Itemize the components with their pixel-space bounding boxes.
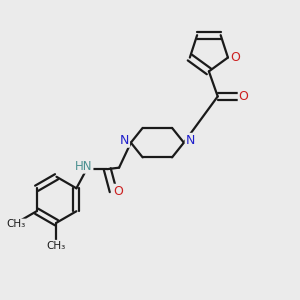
Text: N: N [120, 134, 129, 147]
Text: HN: HN [75, 160, 92, 173]
Text: O: O [239, 90, 249, 103]
Text: O: O [114, 185, 123, 198]
Text: O: O [230, 51, 240, 64]
Text: N: N [186, 134, 195, 147]
Text: CH₃: CH₃ [6, 220, 26, 230]
Text: CH₃: CH₃ [47, 241, 66, 251]
